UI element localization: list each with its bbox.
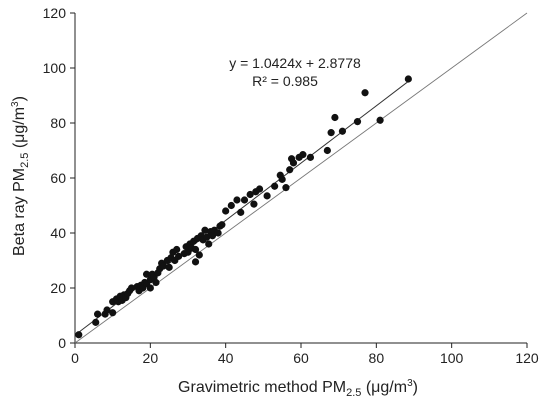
data-point bbox=[165, 263, 173, 271]
data-point bbox=[92, 318, 100, 326]
data-point bbox=[214, 229, 222, 237]
data-point bbox=[237, 208, 245, 216]
data-point bbox=[376, 116, 384, 124]
data-point bbox=[218, 221, 226, 229]
data-point bbox=[103, 306, 111, 314]
data-point bbox=[323, 146, 331, 155]
x-tick-label: 40 bbox=[218, 350, 234, 366]
data-point bbox=[353, 118, 362, 126]
data-point bbox=[246, 190, 254, 199]
data-point bbox=[271, 182, 279, 190]
y-tick-label: 60 bbox=[50, 170, 66, 186]
y-tick-label: 100 bbox=[43, 60, 67, 76]
data-point bbox=[227, 201, 235, 210]
data-point bbox=[250, 200, 258, 208]
data-point bbox=[289, 159, 298, 167]
data-point bbox=[173, 245, 181, 254]
data-point bbox=[338, 127, 347, 135]
y-tick-label: 0 bbox=[58, 335, 66, 351]
data-point bbox=[174, 252, 183, 260]
axes bbox=[70, 12, 528, 348]
data-point bbox=[404, 75, 412, 83]
x-tick-label: 120 bbox=[515, 350, 539, 366]
y-axis-title: Beta ray PM2.5 (μg/m3) bbox=[10, 96, 31, 256]
data-point bbox=[201, 226, 209, 234]
y-tick-label: 80 bbox=[50, 115, 66, 131]
data-point bbox=[205, 240, 213, 248]
data-point bbox=[361, 89, 369, 97]
data-point bbox=[233, 196, 241, 204]
data-point bbox=[282, 184, 290, 192]
regression-equation: y = 1.0424x + 2.8778 bbox=[229, 55, 361, 71]
r-squared-label: R² = 0.985 bbox=[252, 73, 318, 89]
x-tick-label: 80 bbox=[369, 350, 385, 366]
data-point bbox=[263, 192, 271, 200]
data-point bbox=[109, 309, 117, 317]
data-point bbox=[327, 129, 335, 137]
x-tick-label: 0 bbox=[71, 350, 79, 366]
data-point bbox=[331, 113, 339, 122]
y-tick-label: 20 bbox=[50, 280, 66, 296]
data-point bbox=[146, 284, 154, 292]
data-point bbox=[159, 262, 168, 270]
y-tick-label: 120 bbox=[43, 5, 67, 21]
y-tick-label: 40 bbox=[50, 225, 66, 241]
data-point bbox=[191, 258, 200, 266]
data-point bbox=[208, 232, 217, 240]
data-point bbox=[142, 270, 151, 278]
x-axis-title: Gravimetric method PM2.5 (μg/m3) bbox=[178, 378, 418, 399]
x-tick-label: 100 bbox=[440, 350, 464, 366]
data-point bbox=[286, 166, 294, 174]
data-point bbox=[191, 245, 200, 254]
data-point bbox=[240, 196, 249, 204]
data-point bbox=[278, 175, 286, 183]
data-point bbox=[195, 251, 203, 259]
data-point bbox=[255, 185, 264, 193]
data-point bbox=[306, 153, 315, 161]
data-point bbox=[75, 331, 83, 339]
data-points bbox=[75, 75, 412, 339]
data-point bbox=[127, 284, 136, 292]
data-point bbox=[222, 207, 230, 215]
data-point bbox=[152, 278, 160, 287]
x-tick-label: 60 bbox=[293, 350, 309, 366]
x-tick-label: 20 bbox=[143, 350, 159, 366]
data-point bbox=[299, 151, 307, 159]
data-point bbox=[203, 233, 211, 241]
data-point bbox=[94, 310, 102, 318]
tick-labels: 0 20 40 60 80 100 120 0 20 40 60 80 100 120 bbox=[43, 5, 539, 366]
